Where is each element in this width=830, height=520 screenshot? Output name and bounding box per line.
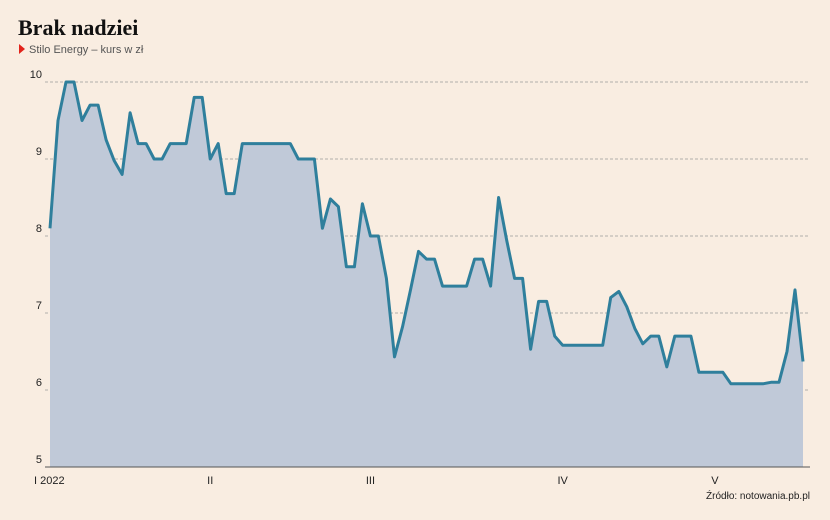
y-tick-label: 8 [36,223,42,235]
y-tick-label: 10 [30,69,42,81]
y-tick-label: 5 [36,454,42,466]
y-tick-label: 6 [36,377,42,389]
subtitle-marker [19,44,25,54]
area [50,82,803,467]
x-tick-label: II [207,475,213,487]
y-tick-label: 9 [36,146,42,158]
x-tick-label: III [366,475,375,487]
chart-title: Brak nadziei [18,15,138,40]
x-tick-label: I 2022 [34,475,65,487]
source: Źródło: notowania.pb.pl [706,489,810,502]
chart-subtitle: Stilo Energy – kurs w zł [29,44,144,56]
line [48,80,805,386]
x-tick-label: V [711,475,719,487]
y-tick-label: 7 [36,300,42,312]
x-tick-label: IV [557,475,568,487]
